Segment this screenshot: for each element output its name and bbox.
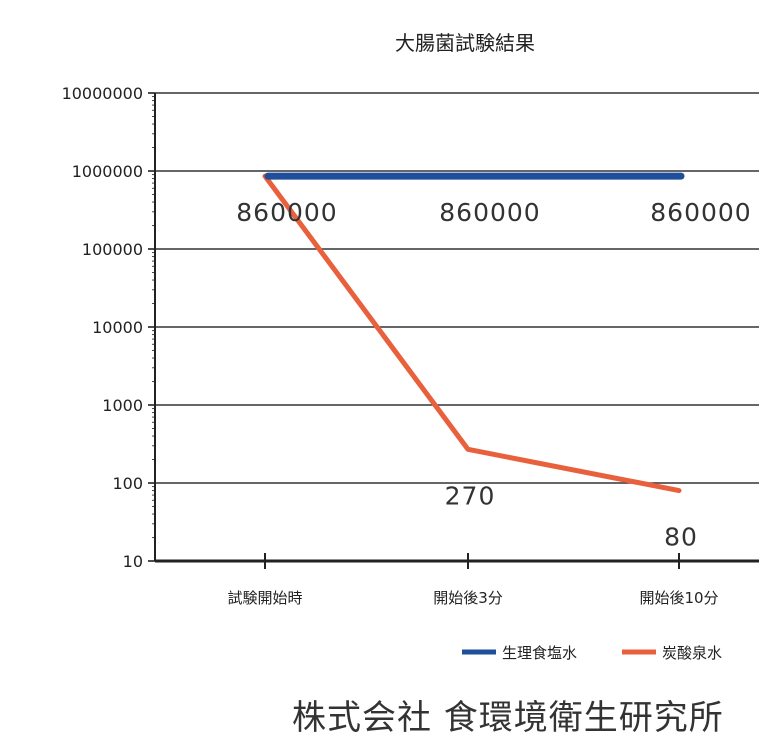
data-label: 860000 [439,198,540,227]
legend-label: 炭酸泉水 [662,644,722,662]
legend-label: 生理食塩水 [502,644,577,662]
y-tick-label: 1000 [102,396,143,415]
data-label: 860000 [650,198,751,227]
chart-title: 大腸菌試験結果 [395,31,535,55]
y-tick-label: 10 [123,552,143,571]
x-tick-label: 開始後10分 [639,589,718,607]
x-tick-label: 試験開始時 [227,589,302,607]
y-tick-label: 100 [112,474,143,493]
y-tick-label: 10000000 [62,84,143,103]
y-tick-label: 1000000 [72,162,143,181]
x-tick-label: 開始後3分 [433,589,503,607]
data-label: 80 [664,523,698,552]
y-tick-label: 100000 [82,240,143,259]
data-label: 270 [445,481,496,510]
series-line-carbonated [262,173,682,494]
company-name: 株式会社 食環境衛生研究所 [292,698,724,738]
y-tick-label: 10000 [92,318,143,337]
data-label: 860000 [236,198,337,227]
